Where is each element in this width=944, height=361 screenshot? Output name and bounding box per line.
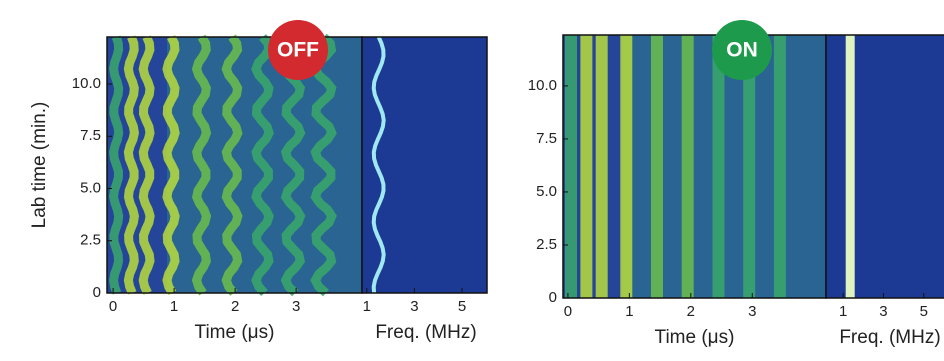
x-tick-label: 2	[231, 298, 239, 315]
heatmap-stripe	[310, 33, 337, 297]
x-tick-label: 1	[363, 298, 371, 315]
x-tick-label: 5	[920, 303, 928, 320]
x-tick-label: 5	[458, 298, 466, 315]
freq-heatmap	[362, 37, 487, 293]
y-tick-label: 5.0	[536, 183, 557, 200]
heatmap-stripe	[251, 34, 274, 297]
plot-frame	[361, 36, 488, 294]
x-tick-label: 0	[109, 298, 117, 315]
badge-label: ON	[726, 39, 758, 62]
heatmap-stripe	[138, 35, 155, 295]
panel: 0 2.5 5.0 7.5 10.0 0 1 2 3 Time (μs) 1 3 5 Freq. (MHz…	[528, 20, 944, 348]
badge-circle	[712, 20, 772, 80]
x-axis-label: Freq. (MHz)	[839, 327, 940, 348]
y-tick-label: 10.0	[72, 75, 101, 92]
freq-peak	[371, 36, 386, 294]
y-tick-label: 5.0	[80, 179, 101, 196]
plot-frame	[825, 34, 944, 299]
x-axis-label: Time (μs)	[195, 322, 275, 343]
x-tick-label: 1	[839, 303, 847, 320]
y-tick-label: 2.5	[536, 236, 557, 253]
y-tick-label: 10.0	[528, 77, 557, 94]
heatmap-stripe	[109, 35, 124, 295]
heatmap-stripe	[162, 34, 180, 296]
y-axis-label: Lab time (min.)	[29, 102, 50, 229]
x-axis-label: Time (μs)	[655, 327, 735, 348]
x-tick-label: 3	[410, 298, 418, 315]
badge-circle	[268, 20, 328, 80]
heatmap-stripe	[123, 35, 139, 295]
freq-heatmap	[826, 35, 944, 298]
y-tick-label: 2.5	[80, 232, 101, 249]
x-tick-label: 2	[687, 303, 695, 320]
y-tick-label: 0	[93, 284, 101, 301]
badge-label: OFF	[277, 39, 319, 62]
x-axis-label: Freq. (MHz)	[375, 322, 476, 343]
y-tick-label: 0	[549, 289, 557, 306]
x-tick-label: 3	[292, 298, 300, 315]
x-tick-label: 0	[564, 303, 572, 320]
heatmap-stripe	[221, 34, 243, 296]
y-tick-label: 7.5	[80, 127, 101, 144]
x-tick-label: 1	[170, 298, 178, 315]
x-tick-label: 3	[748, 303, 756, 320]
heatmap-stripe	[280, 33, 306, 297]
x-tick-label: 1	[625, 303, 633, 320]
heatmap-stripe	[191, 34, 212, 296]
panel: 0 2.5 5.0 7.5 10.0 0 1 2 3 Time (μs) 1 3 5 Freq. (MHz…	[29, 20, 488, 343]
x-tick-label: 3	[879, 303, 887, 320]
y-tick-label: 7.5	[536, 130, 557, 147]
